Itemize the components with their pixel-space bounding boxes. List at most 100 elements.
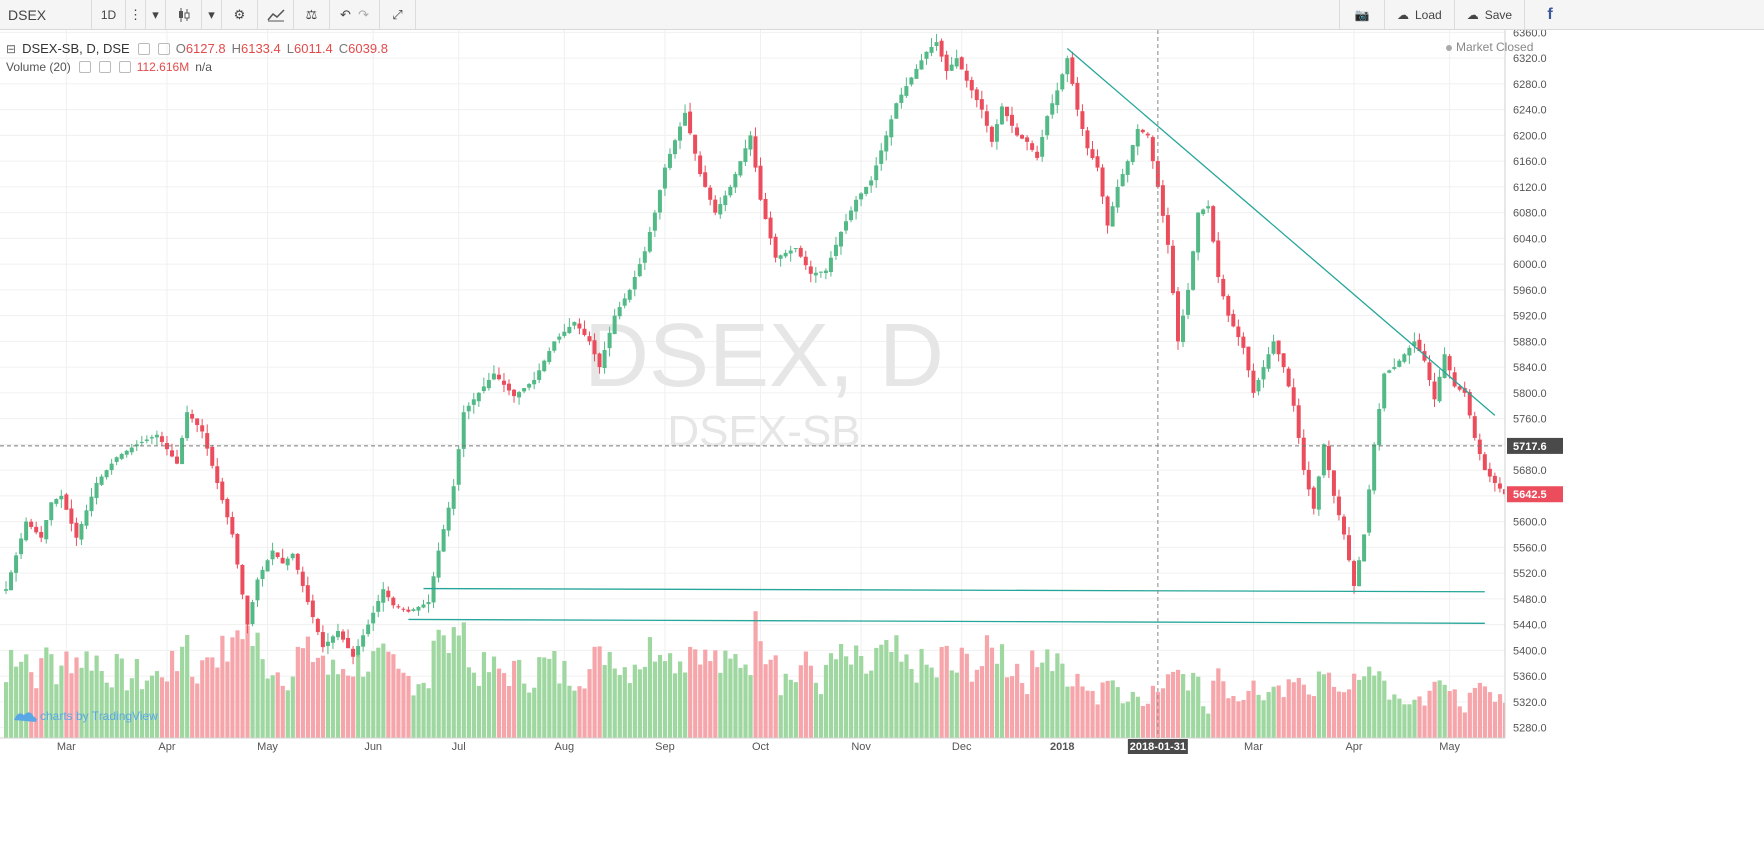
last-price-tag: 5642.5 [1513, 489, 1547, 501]
candle-body [894, 103, 899, 119]
candle-body [1462, 387, 1467, 393]
candle-body [74, 522, 79, 538]
volume-bar [320, 655, 326, 738]
symbol-input[interactable]: DSEX [0, 0, 92, 29]
candle-body [823, 270, 828, 274]
candle-body [396, 606, 401, 608]
candle-body [346, 637, 351, 649]
volume-bar [1452, 689, 1457, 738]
candle-body [808, 266, 813, 274]
candle-body [1130, 145, 1135, 163]
more-options-icon[interactable]: ⋮ [126, 0, 146, 29]
volume-bar [431, 640, 436, 738]
candle-body [914, 68, 919, 79]
load-button[interactable]: ☁ Load [1384, 0, 1454, 29]
candle-body [225, 499, 230, 518]
volume-bar [1326, 672, 1332, 738]
volume-close-icon[interactable] [118, 61, 131, 73]
save-button[interactable]: ☁ Save [1453, 0, 1524, 29]
candle-body [537, 370, 542, 380]
volume-bar [1331, 686, 1337, 738]
facebook-share-icon[interactable]: f [1524, 0, 1575, 29]
candle-body [859, 193, 864, 200]
candle-body [753, 136, 758, 168]
candle-body [577, 323, 582, 329]
volume-bar [39, 658, 44, 738]
price-tick-label: 6360.0 [1513, 30, 1547, 39]
open-value: 6127.8 [185, 41, 226, 56]
candle-body [642, 251, 647, 263]
volume-bar [295, 646, 300, 738]
price-tick-label: 5440.0 [1513, 620, 1547, 632]
volume-bar [1175, 669, 1181, 738]
volume-bar [476, 685, 482, 738]
candles-icon[interactable] [166, 0, 202, 29]
volume-bar [1387, 699, 1392, 738]
volume-bar [1191, 672, 1196, 738]
volume-bar [310, 662, 316, 738]
volume-bar [713, 650, 718, 738]
volume-eye-icon[interactable] [98, 61, 111, 73]
volume-bar [1271, 686, 1276, 738]
volume-bar [1025, 694, 1030, 738]
volume-bar [1201, 706, 1206, 738]
candle-body [24, 521, 29, 541]
fullscreen-icon[interactable]: ⤢ [380, 0, 416, 29]
candle-body [270, 550, 275, 560]
interval-selector[interactable]: 1D [92, 0, 126, 29]
volume-bar [1497, 694, 1503, 738]
volume-bar [1045, 649, 1050, 738]
price-tick-label: 5280.0 [1513, 723, 1547, 735]
volume-bar [1291, 682, 1296, 738]
redo-icon[interactable]: ↷ [358, 6, 370, 22]
volume-bar [919, 649, 924, 738]
volume-bar [164, 681, 170, 738]
candle-body [1407, 347, 1412, 356]
candle-body [1276, 340, 1281, 355]
time-tick-label: May [257, 741, 278, 753]
volume-bar [718, 672, 723, 738]
undo-icon[interactable]: ↶ [339, 6, 351, 22]
volume-bar [587, 669, 592, 738]
candle-body [879, 150, 884, 164]
volume-bar [1457, 706, 1462, 738]
price-legend-row: ⊟ DSEX-SB, D, DSE O6127.8 H6133.4 L6011.… [6, 41, 388, 56]
volume-settings-icon[interactable] [78, 61, 91, 73]
settings-gear-icon[interactable]: ⚙ [222, 0, 258, 29]
camera-icon[interactable]: 📷 [1339, 0, 1384, 29]
volume-bar [74, 657, 79, 738]
collapse-legend-icon[interactable]: ⊟ [6, 42, 17, 56]
indicators-icon[interactable] [258, 0, 294, 29]
reference-price-tag: 5717.6 [1513, 441, 1547, 453]
volume-bar [688, 646, 693, 738]
candle-body [768, 217, 773, 239]
compare-scale-icon[interactable]: ⚖ [294, 0, 330, 29]
volume-bar [693, 649, 698, 738]
legend-settings-icon[interactable] [137, 43, 150, 55]
candle-body [773, 236, 778, 258]
legend-eye-icon[interactable] [157, 43, 170, 55]
candle-body [1216, 240, 1221, 278]
candle-body [79, 524, 84, 540]
volume-bar [768, 659, 773, 738]
volume-bar [225, 661, 230, 738]
candle-body [255, 579, 260, 601]
price-tick-label: 6080.0 [1513, 208, 1547, 220]
volume-bar [773, 655, 778, 738]
candle-body [376, 600, 381, 612]
volume-bar [391, 654, 396, 738]
chart-type-dropdown-icon[interactable]: ▾ [202, 0, 222, 29]
candle-body [838, 231, 843, 247]
candle-body [19, 538, 24, 555]
volume-bar [1362, 676, 1367, 738]
candle-body [134, 444, 139, 447]
volume-bar [1417, 696, 1422, 738]
interval-dropdown-icon[interactable]: ▾ [146, 0, 166, 29]
volume-bar [1015, 663, 1020, 738]
volume-bar [803, 651, 808, 738]
candle-body [703, 172, 708, 187]
volume-bar [330, 659, 336, 738]
candle-body [582, 328, 587, 335]
volume-bar [733, 654, 738, 738]
